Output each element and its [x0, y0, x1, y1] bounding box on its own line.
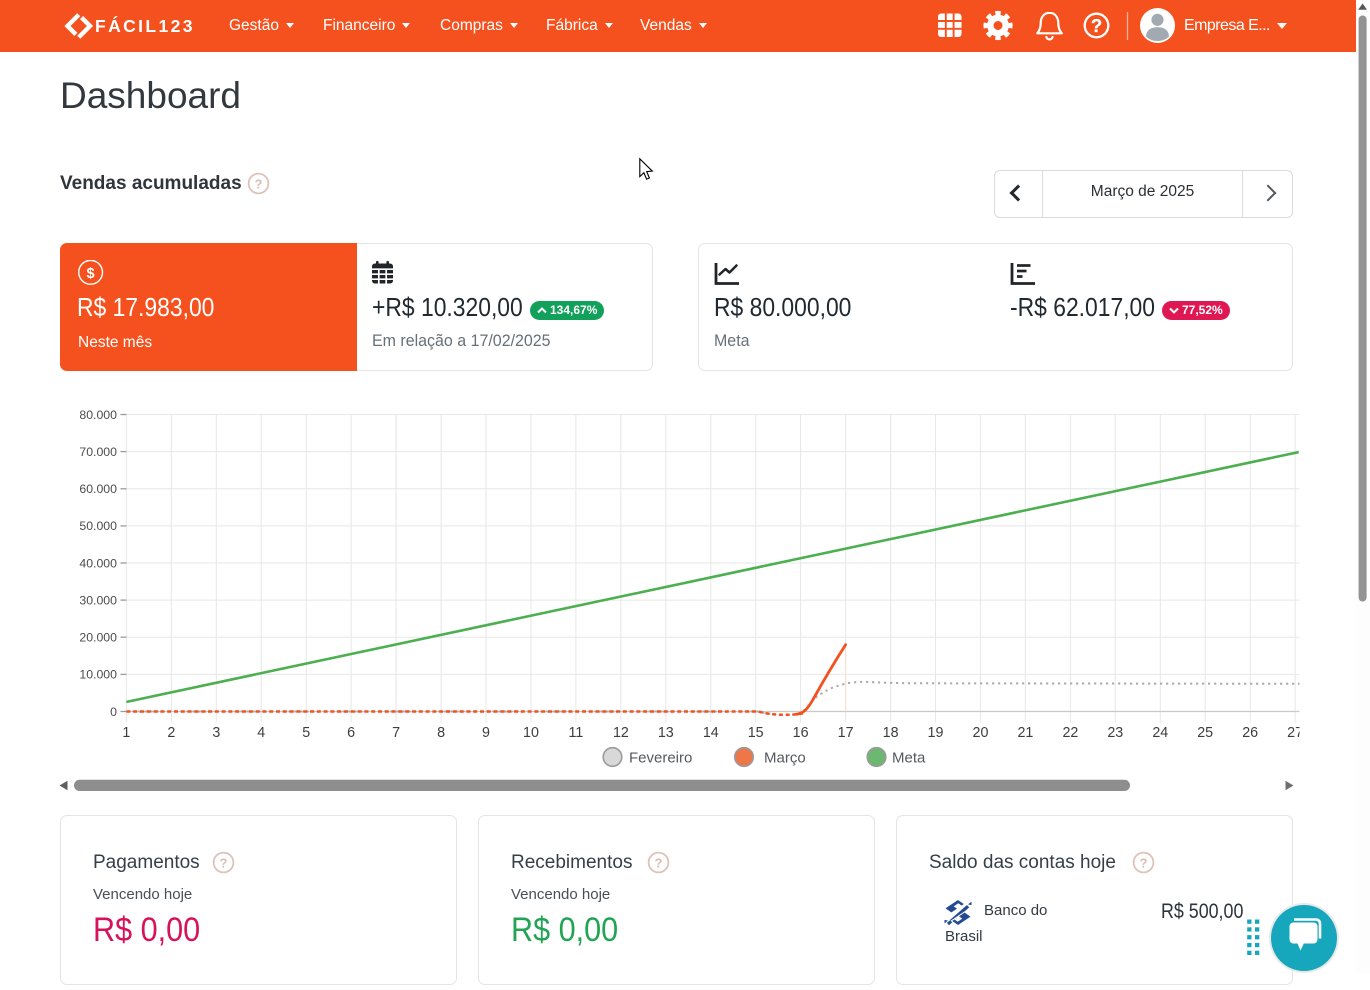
svg-text:?: ?	[220, 855, 228, 870]
svg-text:7: 7	[392, 725, 400, 741]
svg-text:?: ?	[255, 176, 263, 191]
svg-text:23: 23	[1107, 725, 1123, 741]
svg-text:17: 17	[838, 725, 854, 741]
svg-text:80.000: 80.000	[79, 408, 117, 422]
svg-text:Fevereiro: Fevereiro	[629, 750, 692, 767]
svg-text:24: 24	[1152, 725, 1168, 741]
svg-text:$: $	[87, 266, 95, 282]
svg-text:21: 21	[1017, 725, 1033, 741]
svg-text:50.000: 50.000	[79, 519, 117, 533]
svg-text:?: ?	[1140, 855, 1148, 870]
svg-text:0: 0	[110, 705, 117, 719]
svg-text:19: 19	[928, 725, 944, 741]
svg-text:14: 14	[703, 725, 719, 741]
svg-text:9: 9	[482, 725, 490, 741]
svg-text:1: 1	[122, 725, 130, 741]
svg-text:40.000: 40.000	[79, 556, 117, 570]
svg-text:?: ?	[655, 855, 663, 870]
svg-text:22: 22	[1062, 725, 1078, 741]
svg-text:70.000: 70.000	[79, 445, 117, 459]
svg-text:20: 20	[973, 725, 989, 741]
svg-text:13: 13	[658, 725, 674, 741]
svg-text:6: 6	[347, 725, 355, 741]
svg-text:11: 11	[568, 725, 583, 741]
svg-text:Meta: Meta	[892, 750, 926, 767]
svg-text:15: 15	[748, 725, 764, 741]
svg-text:20.000: 20.000	[79, 631, 117, 645]
svg-text:26: 26	[1242, 725, 1258, 741]
svg-text:Março: Março	[764, 750, 806, 767]
svg-text:4: 4	[257, 725, 265, 741]
svg-text:60.000: 60.000	[79, 482, 117, 496]
svg-text:27: 27	[1287, 725, 1303, 741]
svg-text:30.000: 30.000	[79, 593, 117, 607]
svg-text:5: 5	[302, 725, 310, 741]
svg-text:3: 3	[212, 725, 220, 741]
svg-text:2: 2	[167, 725, 175, 741]
svg-text:10: 10	[523, 725, 539, 741]
svg-text:8: 8	[437, 725, 445, 741]
svg-text:?: ?	[1091, 15, 1102, 36]
svg-text:16: 16	[793, 725, 809, 741]
svg-text:10.000: 10.000	[79, 668, 117, 682]
svg-text:18: 18	[883, 725, 899, 741]
svg-text:25: 25	[1197, 725, 1213, 741]
svg-text:12: 12	[613, 725, 629, 741]
